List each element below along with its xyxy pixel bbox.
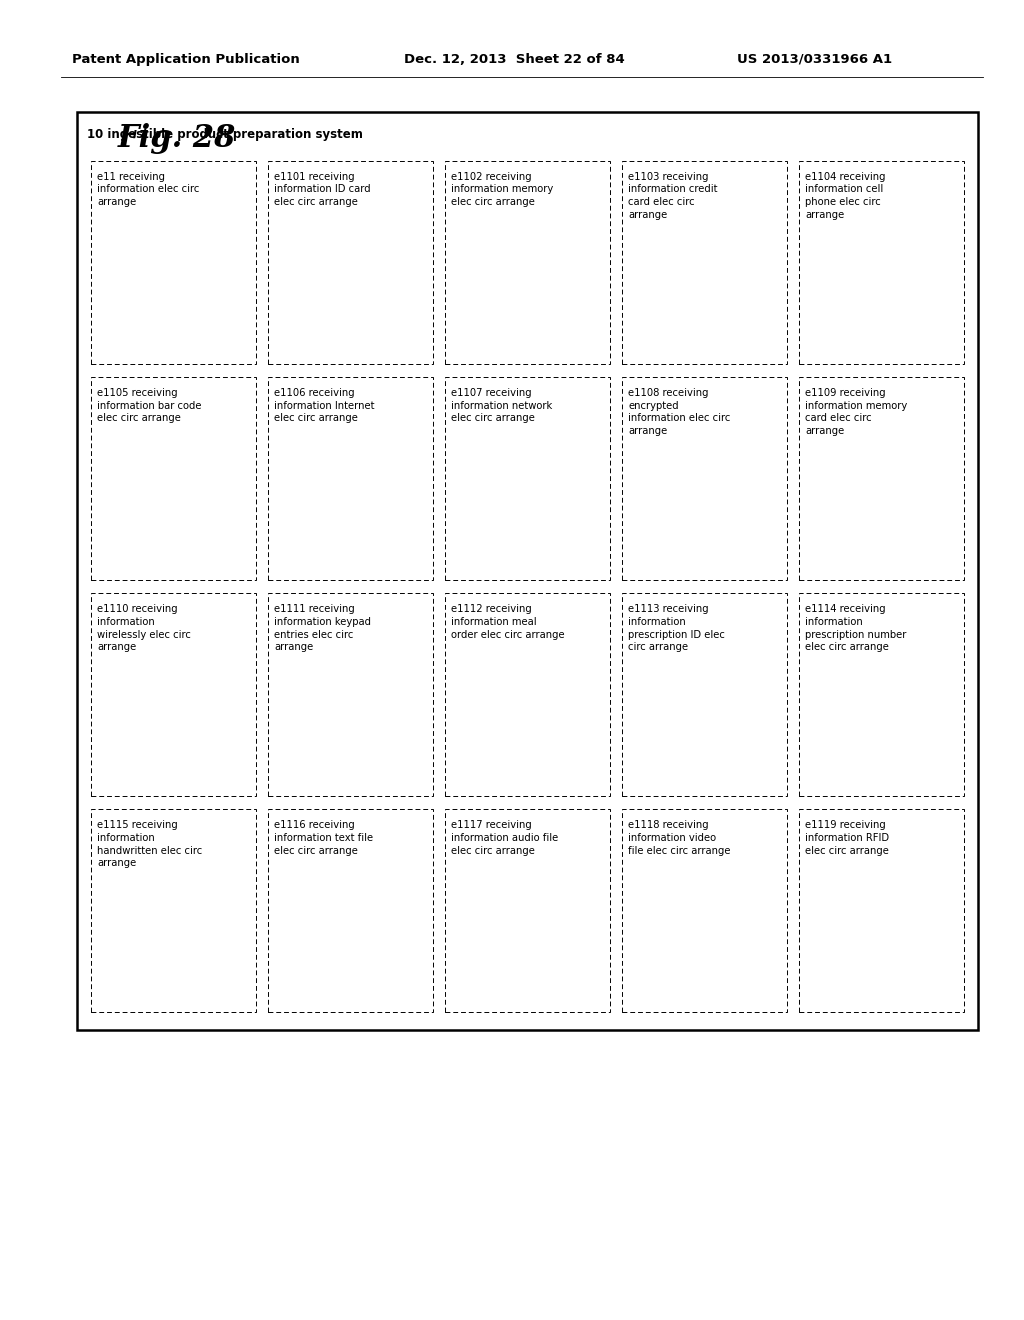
Bar [268,378,433,581]
Text: e1103 receiving
information credit
card elec circ
arrange: e1103 receiving information credit card … [628,172,718,220]
Text: e1107 receiving
information network
elec circ arrange: e1107 receiving information network elec… [452,388,552,424]
Bar [622,161,786,364]
Text: e1110 receiving
information
wirelessly elec circ
arrange: e1110 receiving information wirelessly e… [97,605,191,652]
Text: Fig. 28: Fig. 28 [118,123,237,154]
Bar [91,378,256,581]
Text: e1115 receiving
information
handwritten elec circ
arrange: e1115 receiving information handwritten … [97,820,203,869]
Bar [91,161,256,364]
Text: e1106 receiving
information Internet
elec circ arrange: e1106 receiving information Internet ele… [274,388,375,424]
Bar [622,593,786,796]
Text: e1105 receiving
information bar code
elec circ arrange: e1105 receiving information bar code ele… [97,388,202,424]
Text: e1116 receiving
information text file
elec circ arrange: e1116 receiving information text file el… [274,820,374,855]
Text: e1101 receiving
information ID card
elec circ arrange: e1101 receiving information ID card elec… [274,172,371,207]
Bar [799,378,964,581]
Bar [445,593,609,796]
Bar [799,161,964,364]
Text: e1111 receiving
information keypad
entries elec circ
arrange: e1111 receiving information keypad entri… [274,605,372,652]
Bar [91,809,256,1012]
Text: US 2013/0331966 A1: US 2013/0331966 A1 [737,53,892,66]
Text: e1119 receiving
information RFID
elec circ arrange: e1119 receiving information RFID elec ci… [805,820,889,855]
Text: e1104 receiving
information cell
phone elec circ
arrange: e1104 receiving information cell phone e… [805,172,886,220]
Text: e11 receiving
information elec circ
arrange: e11 receiving information elec circ arra… [97,172,200,207]
Bar [799,593,964,796]
Text: e1108 receiving
encrypted
information elec circ
arrange: e1108 receiving encrypted information el… [628,388,730,436]
Bar [77,112,978,1030]
Text: e1109 receiving
information memory
card elec circ
arrange: e1109 receiving information memory card … [805,388,907,436]
Bar [799,809,964,1012]
Bar [91,593,256,796]
Text: e1113 receiving
information
prescription ID elec
circ arrange: e1113 receiving information prescription… [628,605,725,652]
Text: e1117 receiving
information audio file
elec circ arrange: e1117 receiving information audio file e… [452,820,558,855]
Text: 10 ingestible product preparation system: 10 ingestible product preparation system [87,128,362,141]
Text: Patent Application Publication: Patent Application Publication [72,53,299,66]
Bar [622,378,786,581]
Bar [268,161,433,364]
Text: e1102 receiving
information memory
elec circ arrange: e1102 receiving information memory elec … [452,172,553,207]
Bar [622,809,786,1012]
Bar [268,593,433,796]
Bar [268,809,433,1012]
Bar [445,161,609,364]
Text: Dec. 12, 2013  Sheet 22 of 84: Dec. 12, 2013 Sheet 22 of 84 [404,53,626,66]
Bar [445,809,609,1012]
Text: e1112 receiving
information meal
order elec circ arrange: e1112 receiving information meal order e… [452,605,565,639]
Text: e1118 receiving
information video
file elec circ arrange: e1118 receiving information video file e… [628,820,730,855]
Text: e1114 receiving
information
prescription number
elec circ arrange: e1114 receiving information prescription… [805,605,906,652]
Bar [445,378,609,581]
